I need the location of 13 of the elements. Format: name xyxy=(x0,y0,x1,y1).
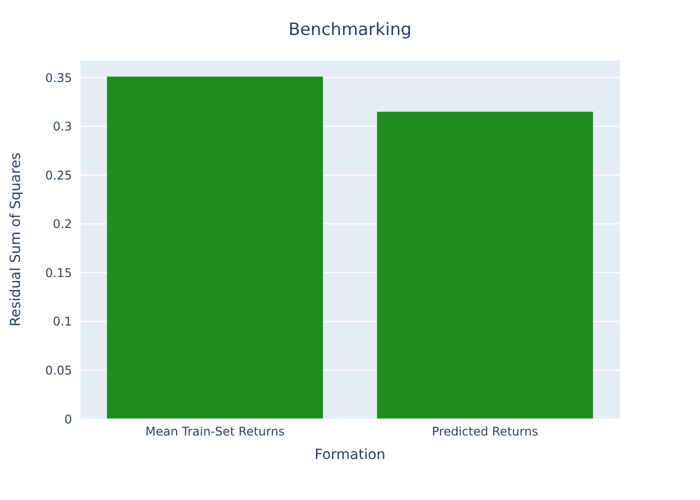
y-tick-label: 0.25 xyxy=(45,168,72,182)
y-tick-label: 0.05 xyxy=(45,363,72,378)
y-tick-label: 0.2 xyxy=(52,217,72,232)
x-tick-label: Mean Train-Set Returns xyxy=(145,424,285,439)
y-axis-title: Residual Sum of Squares xyxy=(8,152,24,326)
x-tick-label: Predicted Returns xyxy=(432,424,538,439)
y-tick-label: 0.1 xyxy=(52,314,72,329)
y-tick-label: 0 xyxy=(64,412,72,426)
y-tick-label: 0.3 xyxy=(52,120,72,134)
y-tick-label: 0.15 xyxy=(45,266,72,280)
chart-title: Benchmarking xyxy=(287,20,413,40)
x-axis-title: Formation xyxy=(314,446,386,463)
y-tick-label: 0.35 xyxy=(45,70,72,85)
